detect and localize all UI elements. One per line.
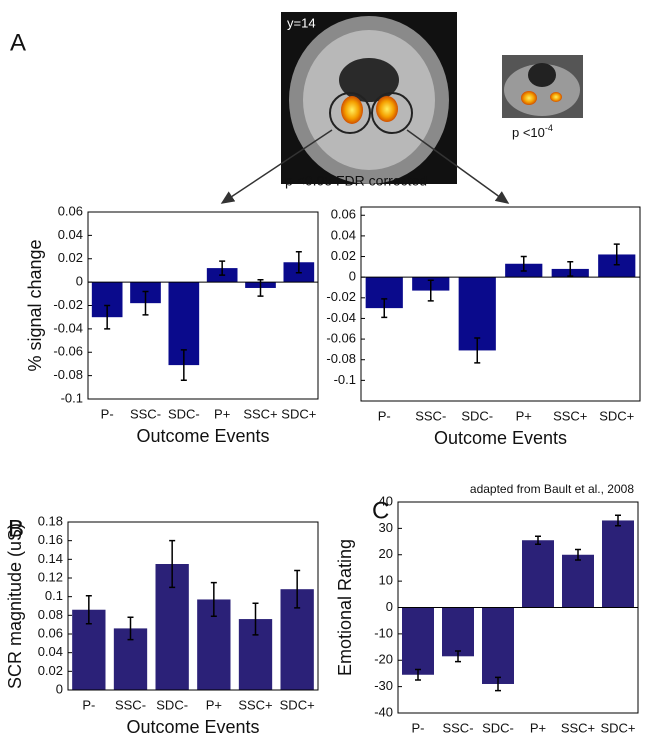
- x-tick-label: SSC+: [243, 406, 277, 421]
- x-tick-label: SSC-: [115, 697, 146, 712]
- x-tick-label: SSC+: [553, 408, 587, 423]
- y-tick-label: 0.02: [38, 663, 63, 678]
- y-tick-label: 0.02: [58, 250, 83, 265]
- x-tick-label: P+: [206, 697, 222, 712]
- figure: A B C y=14 p <10-4 p <0.05 FDR corrected…: [0, 0, 665, 736]
- y-axis-label: Emotional Rating: [335, 539, 355, 676]
- bar: [522, 540, 554, 607]
- y-tick-label: 0.02: [331, 248, 356, 263]
- y-tick-label: -0.08: [326, 351, 356, 366]
- y-tick-label: -0.04: [326, 310, 356, 325]
- y-tick-label: 20: [379, 546, 393, 561]
- x-tick-label: P-: [101, 406, 114, 421]
- x-tick-label: P-: [378, 408, 391, 423]
- x-tick-label: P+: [214, 406, 230, 421]
- x-tick-label: SDC-: [482, 720, 514, 735]
- y-tick-label: 0.12: [38, 569, 63, 584]
- x-tick-label: SSC+: [238, 697, 272, 712]
- y-tick-label: -0.02: [53, 297, 83, 312]
- x-tick-label: SDC-: [168, 406, 200, 421]
- panel-label: A: [10, 29, 26, 56]
- y-axis-label: SCR magnitude (uS): [5, 523, 25, 689]
- y-tick-label: -0.1: [61, 390, 83, 405]
- x-tick-label: SSC-: [442, 720, 473, 735]
- y-tick-label: 10: [379, 573, 393, 588]
- y-tick-label: 0: [56, 681, 63, 696]
- x-axis-label: Outcome Events: [136, 426, 269, 446]
- y-tick-label: 0.04: [58, 227, 83, 242]
- y-tick-label: -0.06: [53, 344, 83, 359]
- x-tick-label: SSC-: [130, 406, 161, 421]
- x-tick-label: SSC+: [561, 720, 595, 735]
- brain-image: y=14: [281, 12, 457, 184]
- y-tick-label: 0.14: [38, 551, 63, 566]
- x-tick-label: SDC-: [461, 408, 493, 423]
- y-tick-label: 0: [386, 599, 393, 614]
- x-tick-label: SSC-: [415, 408, 446, 423]
- y-tick-label: -0.02: [326, 289, 356, 304]
- bar: [402, 608, 434, 675]
- x-tick-label: SDC-: [156, 697, 188, 712]
- bar: [562, 555, 594, 608]
- y-tick-label: 40: [379, 493, 393, 508]
- y-tick-label: -0.08: [53, 367, 83, 382]
- y-tick-label: 0.06: [38, 625, 63, 640]
- y-tick-label: 0.06: [331, 207, 356, 222]
- x-axis-label: Outcome Events: [126, 717, 259, 736]
- y-axis-label: % signal change: [25, 239, 45, 371]
- y-tick-label: 0: [349, 269, 356, 284]
- y-tick-label: 0: [76, 274, 83, 289]
- bar: [602, 520, 634, 607]
- main-threshold: p <0.05 FDR corrected: [285, 173, 427, 189]
- y-tick-label: -40: [374, 704, 393, 719]
- threshold-base: p <10: [512, 125, 545, 140]
- threshold-exponent: -4: [545, 123, 553, 133]
- x-tick-label: P+: [516, 408, 532, 423]
- y-tick-label: 30: [379, 520, 393, 535]
- y-tick-label: 0.1: [45, 588, 63, 603]
- y-tick-label: 0.16: [38, 532, 63, 547]
- brain-inset: [502, 55, 583, 118]
- y-tick-label: -30: [374, 678, 393, 693]
- x-tick-label: P-: [412, 720, 425, 735]
- y-tick-label: -0.06: [326, 331, 356, 346]
- y-tick-label: 0.06: [58, 203, 83, 218]
- bar: [442, 608, 474, 657]
- bar: [482, 608, 514, 684]
- x-tick-label: P-: [82, 697, 95, 712]
- y-tick-label: -10: [374, 625, 393, 640]
- y-tick-label: -20: [374, 652, 393, 667]
- x-tick-label: SDC+: [600, 720, 635, 735]
- x-tick-label: SDC+: [280, 697, 315, 712]
- x-axis-label: Outcome Events: [434, 428, 567, 448]
- y-tick-label: 0.04: [331, 227, 356, 242]
- y-tick-label: 0.04: [38, 644, 63, 659]
- slice-label: y=14: [287, 15, 316, 30]
- y-tick-label: 0.08: [38, 607, 63, 622]
- x-tick-label: SDC+: [281, 406, 316, 421]
- x-tick-label: P+: [530, 720, 546, 735]
- y-tick-label: 0.18: [38, 513, 63, 528]
- y-tick-label: -0.1: [334, 372, 356, 387]
- y-tick-label: -0.04: [53, 320, 83, 335]
- inset-threshold: p <10-4: [512, 123, 553, 140]
- subtitle: adapted from Bault et al., 2008: [470, 482, 634, 496]
- x-tick-label: SDC+: [599, 408, 634, 423]
